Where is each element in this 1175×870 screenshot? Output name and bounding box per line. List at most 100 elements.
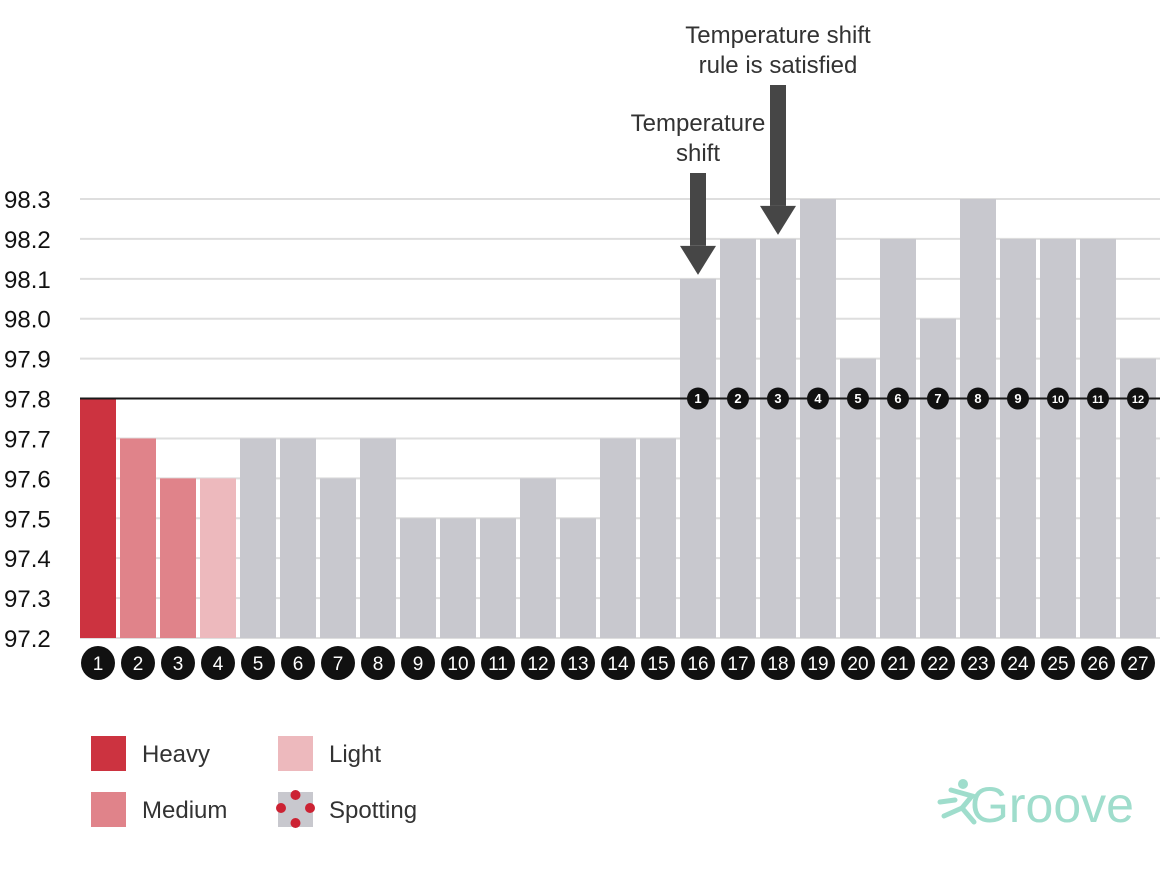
bar-day-7: [320, 478, 356, 638]
legend-swatch-light: [278, 736, 313, 771]
day-label-text: 26: [1087, 654, 1108, 675]
brand-name: Groove: [970, 777, 1134, 833]
day-label-text: 6: [293, 654, 304, 675]
day-label: 8: [361, 646, 395, 680]
day-label-text: 11: [488, 654, 508, 675]
day-label: 3: [161, 646, 195, 680]
y-tick-label: 97.5: [4, 506, 51, 533]
day-label-text: 22: [927, 654, 948, 675]
bar-day-4: [200, 478, 236, 638]
y-tick-label: 98.1: [4, 267, 51, 294]
day-label-text: 8: [373, 654, 384, 675]
day-label-text: 21: [887, 654, 908, 675]
day-label-text: 7: [333, 654, 344, 675]
legend-label-heavy: Heavy: [142, 741, 210, 768]
bar-day-24: [1000, 238, 1036, 638]
y-tick-label: 97.6: [4, 466, 51, 493]
day-label: 6: [281, 646, 315, 680]
legend-swatch-medium: [91, 792, 126, 827]
high-temp-marker: 10: [1047, 387, 1069, 410]
legend-label-medium: Medium: [142, 797, 227, 824]
bar-day-5: [240, 438, 276, 638]
bar-day-13: [560, 518, 596, 638]
high-temp-marker-label: 1: [694, 391, 701, 406]
bar-day-26: [1080, 238, 1116, 638]
high-temp-marker: 8: [967, 387, 989, 410]
annotation-arrow-head: [680, 245, 716, 275]
groove-figure-icon: [937, 779, 977, 825]
high-temp-marker: 12: [1127, 387, 1149, 410]
annotation-arrow-shaft: [690, 173, 706, 246]
day-label: 24: [1001, 646, 1035, 680]
legend: Heavy Medium Light Spotting: [91, 736, 417, 828]
bar-day-23: [960, 199, 996, 638]
day-label-text: 25: [1047, 654, 1068, 675]
bar-day-12: [520, 478, 556, 638]
bar-day-15: [640, 438, 676, 638]
y-axis-ticks: 97.2 97.3 97.4 97.5 97.6 97.7 97.8 97.9 98.0 98.1…: [4, 187, 51, 653]
annotation-rule-satisfied: Temperature shift rule is satisfied: [685, 22, 871, 235]
day-label: 10: [441, 646, 475, 680]
y-tick-label: 97.3: [4, 586, 51, 613]
bar-day-22: [920, 318, 956, 638]
bar-day-2: [120, 438, 156, 638]
legend-swatch-spotting: [276, 790, 315, 828]
y-tick-label: 98.3: [4, 187, 51, 214]
high-temp-marker-label: 4: [814, 391, 822, 406]
bar-day-9: [400, 518, 436, 638]
day-label: 14: [601, 646, 635, 680]
high-temp-marker-label: 3: [774, 391, 781, 406]
day-label: 15: [641, 646, 675, 680]
high-temp-marker: 11: [1087, 387, 1109, 410]
high-temp-marker: 3: [767, 387, 789, 410]
bar-day-16: [680, 278, 716, 638]
day-label: 26: [1081, 646, 1115, 680]
bar-day-6: [280, 438, 316, 638]
high-temp-marker: 1: [687, 387, 709, 410]
day-label-text: 13: [567, 654, 588, 675]
bar-day-18: [760, 238, 796, 638]
day-label-text: 20: [847, 654, 868, 675]
high-temp-marker-label: 12: [1132, 394, 1144, 406]
y-tick-label: 97.4: [4, 546, 51, 573]
day-label: 20: [841, 646, 875, 680]
day-label-text: 14: [607, 654, 629, 675]
annotation-arrow-shaft: [770, 85, 786, 206]
bar-day-14: [600, 438, 636, 638]
day-label-text: 27: [1127, 654, 1148, 675]
high-temp-marker: 6: [887, 387, 909, 410]
bar-day-11: [480, 518, 516, 638]
x-axis-day-labels: 1 2 3 4 5 6 7 8 9 10 11 12 13 14 15 16 17 18 19 20 21 22 23 24 2…: [81, 646, 1155, 680]
day-label: 4: [201, 646, 235, 680]
day-label-text: 17: [727, 654, 748, 675]
day-label: 9: [401, 646, 435, 680]
day-label-text: 12: [527, 654, 548, 675]
day-label: 5: [241, 646, 275, 680]
high-temp-marker-label: 5: [854, 391, 861, 406]
day-label-text: 2: [133, 654, 144, 675]
high-temp-marker: 4: [807, 387, 829, 410]
groove-logo: Groove: [937, 777, 1134, 833]
day-label: 21: [881, 646, 915, 680]
day-label: 25: [1041, 646, 1075, 680]
day-label: 27: [1121, 646, 1155, 680]
y-tick-label: 97.7: [4, 426, 51, 453]
day-label: 23: [961, 646, 995, 680]
high-temp-marker-label: 2: [734, 391, 741, 406]
day-label: 2: [121, 646, 155, 680]
annotation-arrow-head: [760, 205, 796, 235]
high-temp-marker-label: 9: [1014, 391, 1021, 406]
bar-day-19: [800, 199, 836, 638]
day-label-text: 24: [1007, 654, 1029, 675]
day-label-text: 9: [413, 654, 424, 675]
day-label-text: 18: [767, 654, 788, 675]
high-temp-marker-label: 7: [934, 391, 941, 406]
day-label: 11: [481, 646, 515, 680]
y-tick-label: 98.2: [4, 227, 51, 254]
bar-day-1: [80, 398, 116, 638]
bar-day-17: [720, 238, 756, 638]
high-temp-markers: 1 2 3 4 5 6 7 8 9 10 11 12: [687, 387, 1149, 410]
bar-day-25: [1040, 238, 1076, 638]
annotation-text: rule is satisfied: [699, 52, 858, 79]
